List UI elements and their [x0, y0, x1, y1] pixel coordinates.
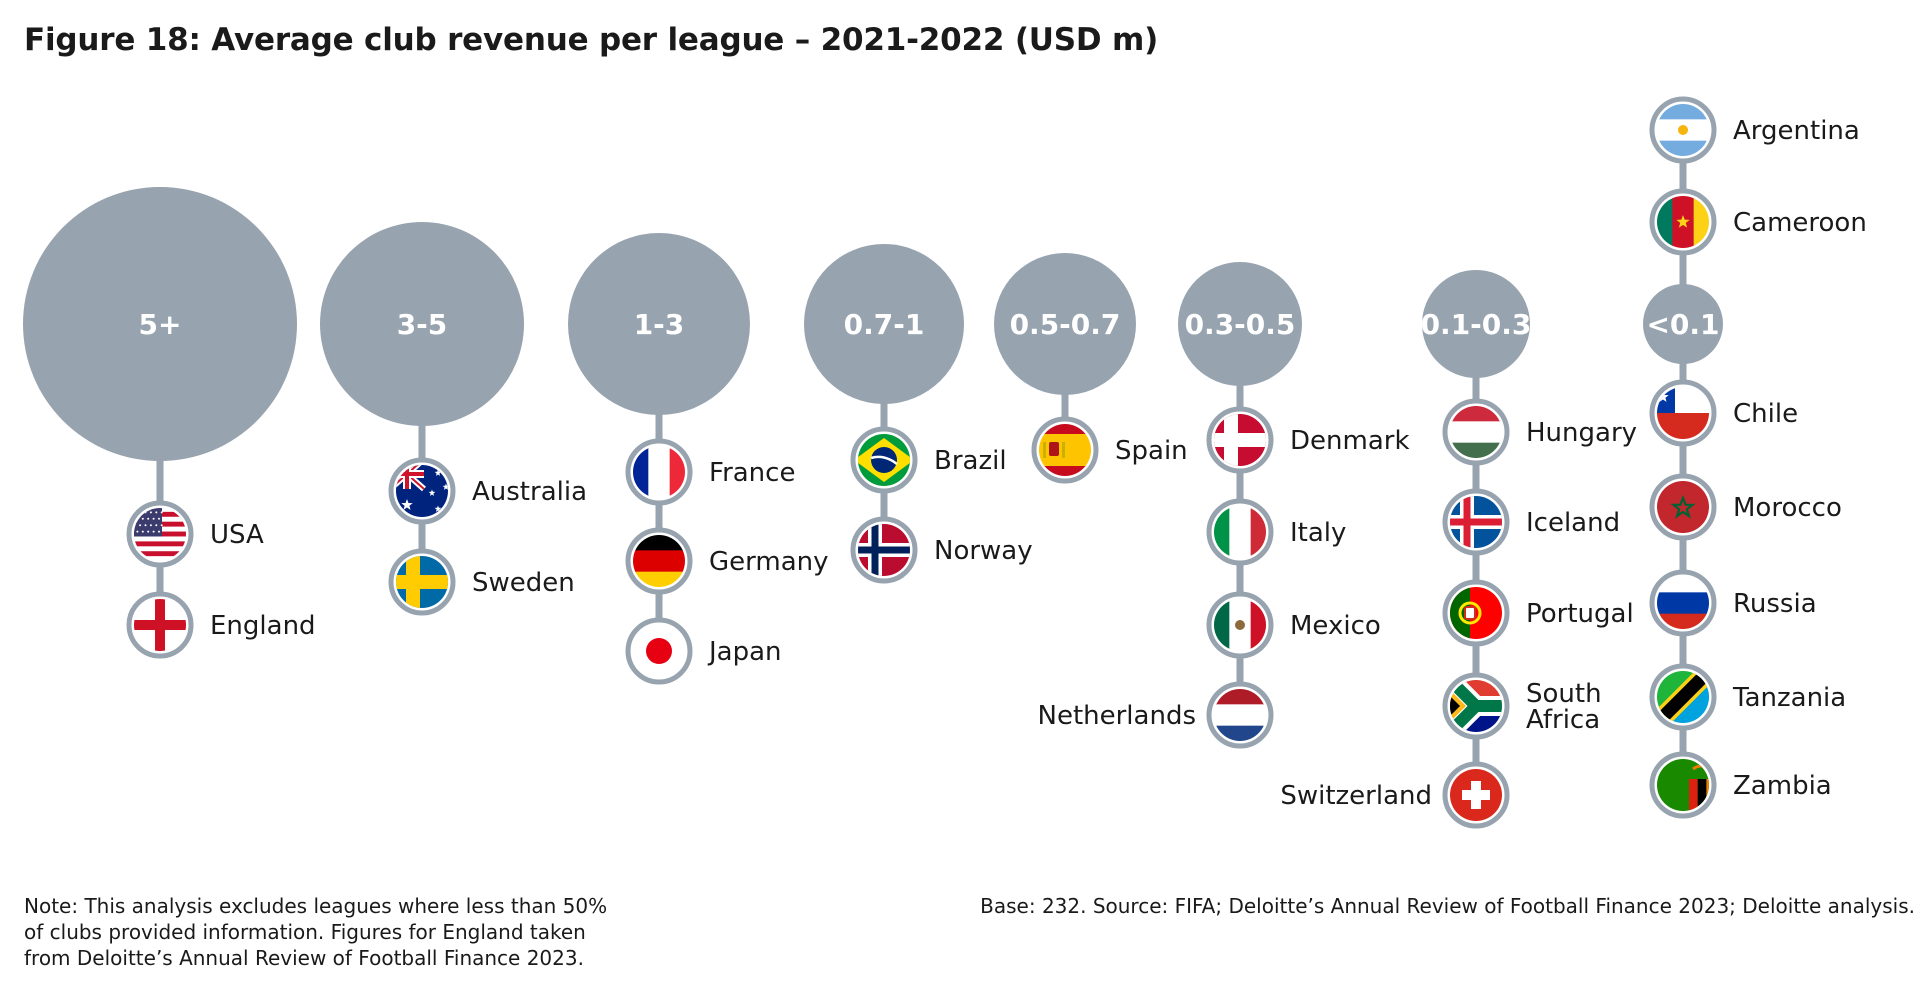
- country-label: Cameroon: [1733, 208, 1867, 238]
- country-label: USA: [210, 520, 264, 550]
- country-node-norway: Norway: [850, 516, 1033, 584]
- country-label: Japan: [707, 637, 782, 667]
- range-bubble: [320, 222, 524, 426]
- range-label: 0.7-1: [844, 308, 925, 341]
- range-bubbles: 5+ 3-5 1-3 0.7-1 0.5-0.7 0.3-0.5 0.1-0.3 <0.1: [23, 187, 1723, 461]
- range-bubble: [23, 187, 297, 461]
- usa-flag-icon: [134, 508, 186, 560]
- country-label: France: [709, 458, 795, 488]
- country-label: Portugal: [1526, 599, 1634, 629]
- mexico-flag-icon: [1214, 599, 1266, 651]
- country-node-france: France: [625, 438, 795, 506]
- country-label: Mexico: [1290, 611, 1381, 641]
- germany-flag-icon: [633, 535, 685, 587]
- portugal-flag-icon: [1450, 587, 1502, 639]
- country-label: Switzerland: [1280, 781, 1432, 811]
- country-node-hungary: Hungary: [1442, 398, 1637, 466]
- range-label: 0.1-0.3: [1421, 308, 1532, 341]
- spain-flag-icon: [1039, 424, 1091, 476]
- country-label: Hungary: [1526, 418, 1637, 448]
- country-label: Germany: [709, 547, 829, 577]
- footnote: Note: This analysis excludes leagues whe…: [24, 894, 608, 970]
- country-label: Spain: [1115, 436, 1188, 466]
- country-label: Norway: [934, 536, 1033, 566]
- country-node-spain: Spain: [1031, 416, 1188, 484]
- range-label: <0.1: [1646, 308, 1719, 341]
- range-bubble: [804, 244, 964, 404]
- revenue-bubble-diagram: 5+ 3-5 1-3 0.7-1 0.5-0.7 0.3-0.5 0.1-0.3 <0.1US…: [23, 96, 1867, 829]
- country-node-iceland: Iceland: [1442, 488, 1620, 556]
- figure-title: Figure 18: Average club revenue per leag…: [24, 22, 1159, 58]
- country-label: Italy: [1290, 518, 1346, 548]
- country-label: Zambia: [1733, 771, 1832, 801]
- country-node-argentina: Argentina: [1649, 96, 1860, 164]
- england-flag-icon: [134, 599, 186, 651]
- range-label: 1-3: [634, 308, 685, 341]
- australia-flag-icon: [396, 465, 448, 517]
- country-nodes: USA England Australia Sweden France Germany Ja…: [126, 96, 1867, 829]
- country-label: Tanzania: [1732, 683, 1846, 713]
- country-node-switzerland: Switzerland: [1280, 761, 1510, 829]
- range-bubble: [994, 253, 1136, 395]
- country-label: Australia: [472, 477, 587, 507]
- country-node-italy: Italy: [1206, 498, 1346, 566]
- country-label: England: [210, 611, 316, 641]
- country-node-england: England: [126, 591, 316, 659]
- country-node-cameroon: Cameroon: [1649, 188, 1867, 256]
- country-label: Brazil: [934, 446, 1007, 476]
- country-node-denmark: Denmark: [1206, 406, 1410, 474]
- cameroon-flag-icon: [1657, 196, 1709, 248]
- range-bubble: [568, 233, 750, 415]
- range-label: 0.5-0.7: [1010, 308, 1121, 341]
- italy-flag-icon: [1214, 506, 1266, 558]
- range-label: 0.3-0.5: [1185, 308, 1296, 341]
- hungary-flag-icon: [1450, 406, 1502, 458]
- country-label: Denmark: [1290, 426, 1410, 456]
- country-node-australia: Australia: [388, 457, 587, 525]
- argentina-flag-icon: [1657, 104, 1709, 156]
- country-label: Iceland: [1526, 508, 1620, 538]
- country-label: South Africa: [1526, 679, 1602, 735]
- source-note: Base: 232. Source: FIFA; Deloitte’s Annu…: [980, 894, 1915, 918]
- country-node-portugal: Portugal: [1442, 579, 1634, 647]
- range-bubble: [1643, 284, 1723, 364]
- country-node-mexico: Mexico: [1206, 591, 1381, 659]
- russia-flag-icon: [1657, 577, 1709, 629]
- range-bubble: [1422, 270, 1530, 378]
- country-label: Netherlands: [1038, 701, 1197, 731]
- country-node-brazil: Brazil: [850, 426, 1007, 494]
- country-label: Morocco: [1733, 493, 1842, 523]
- country-node-tanzania: Tanzania: [1649, 663, 1846, 731]
- country-node-germany: Germany: [625, 527, 829, 595]
- country-node-usa: USA: [126, 500, 264, 568]
- country-node-russia: Russia: [1649, 569, 1817, 637]
- country-label: Sweden: [472, 568, 575, 598]
- country-node-zambia: Zambia: [1649, 751, 1832, 819]
- iceland-flag-icon: [1450, 496, 1502, 548]
- japan-flag-icon: [633, 625, 685, 677]
- netherlands-flag-icon: [1214, 689, 1266, 741]
- country-label: Argentina: [1733, 116, 1860, 146]
- switzerland-flag-icon: [1450, 769, 1502, 821]
- range-label: 3-5: [397, 308, 448, 341]
- morocco-flag-icon: [1657, 481, 1709, 533]
- brazil-flag-icon: [858, 434, 910, 486]
- norway-flag-icon: [858, 524, 910, 576]
- country-node-chile: Chile: [1649, 379, 1798, 447]
- sweden-flag-icon: [396, 556, 448, 608]
- country-node-south-africa: South Africa: [1442, 672, 1602, 740]
- country-label: Chile: [1733, 399, 1798, 429]
- range-label: 5+: [139, 308, 182, 341]
- country-label: Russia: [1733, 589, 1817, 619]
- range-bubble: [1178, 262, 1302, 386]
- denmark-flag-icon: [1214, 414, 1266, 466]
- country-node-japan: Japan: [625, 617, 782, 685]
- france-flag-icon: [633, 446, 685, 498]
- country-node-netherlands: Netherlands: [1038, 681, 1274, 749]
- country-node-morocco: Morocco: [1649, 473, 1842, 541]
- country-node-sweden: Sweden: [388, 548, 575, 616]
- tanzania-flag-icon: [1657, 671, 1709, 723]
